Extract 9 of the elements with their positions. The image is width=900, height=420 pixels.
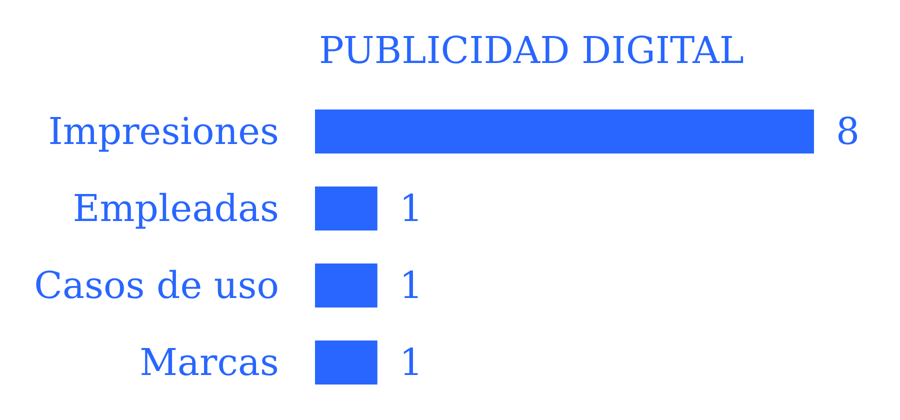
data-label: 8 xyxy=(836,110,860,153)
data-label: 1 xyxy=(399,264,423,307)
data-label: 1 xyxy=(399,341,423,384)
y-tick-label: Marcas xyxy=(140,341,279,384)
y-tick-label: Empleadas xyxy=(72,187,279,230)
y-tick-label: Casos de uso xyxy=(34,264,279,307)
data-label: 1 xyxy=(399,187,423,230)
y-tick-label: Impresiones xyxy=(48,110,279,153)
chart-title: PUBLICIDAD DIGITAL xyxy=(319,29,744,72)
